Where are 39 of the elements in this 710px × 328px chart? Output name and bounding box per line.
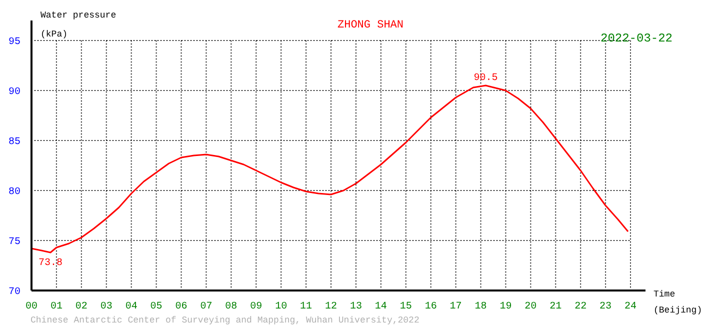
x-tick-label: 04 xyxy=(125,302,138,312)
x-tick-label: 16 xyxy=(424,302,437,312)
x-tick-label: 00 xyxy=(26,302,38,312)
x-tick-label: 19 xyxy=(500,302,512,312)
y-tick-label: 75 xyxy=(8,237,21,248)
x-tick-label: 07 xyxy=(200,302,212,312)
x-tick-label: 14 xyxy=(374,302,387,312)
line-series xyxy=(30,84,629,254)
annotation: 73.8 xyxy=(38,258,62,269)
x-tick-label: 08 xyxy=(225,302,238,312)
x-tick-label: 10 xyxy=(275,302,288,312)
x-tick-label: 23 xyxy=(600,302,612,312)
x-tick-label: 13 xyxy=(350,302,362,312)
chart-title: ZHONG SHAN xyxy=(337,20,404,32)
x-tick-label: 15 xyxy=(400,302,412,312)
x-axis-title: Time (Beijing) xyxy=(654,290,702,316)
y-tick-label: 85 xyxy=(8,137,21,148)
annotation: 2022-03-22 xyxy=(600,32,673,46)
x-tick-label: 12 xyxy=(325,302,338,312)
x-tick-label: 09 xyxy=(250,302,262,312)
y-tick-label: 95 xyxy=(8,37,21,48)
x-tick-label: 20 xyxy=(524,302,537,312)
y-tick-label: 80 xyxy=(8,187,21,198)
x-tick-label: 11 xyxy=(300,302,312,312)
annotation: 90.5 xyxy=(474,73,498,84)
text: Chinese Antarctic Center of Surveying and Mapping, Wuhan University,2022 xyxy=(30,316,420,326)
x-tick-label: 06 xyxy=(175,302,188,312)
y-tick-label: 70 xyxy=(8,287,21,298)
x-tick-label: 05 xyxy=(150,302,162,312)
y-tick-label: 90 xyxy=(8,87,21,98)
x-tick-label: 22 xyxy=(574,302,587,312)
x-tick-label: 24 xyxy=(624,302,637,312)
x-tick-label: 18 xyxy=(474,302,487,312)
y-axis-title: Water pressure (kPa) xyxy=(40,10,116,40)
x-tick-label: 21 xyxy=(550,302,562,312)
x-tick-label: 17 xyxy=(450,302,462,312)
x-tick-label: 02 xyxy=(75,302,88,312)
x-tick-label: 01 xyxy=(50,302,62,312)
x-tick-label: 03 xyxy=(100,302,112,312)
